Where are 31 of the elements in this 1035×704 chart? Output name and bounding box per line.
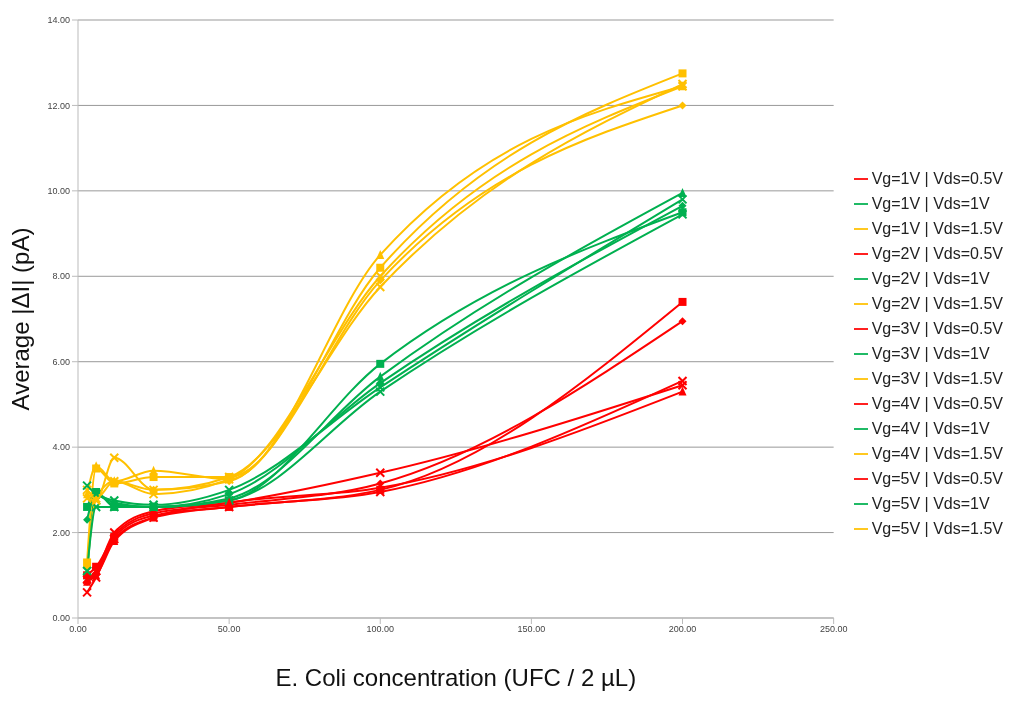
legend-label: Vg=4V | Vds=0.5V [871, 394, 1003, 412]
legend-label: Vg=1V | Vds=1V [871, 194, 990, 212]
legend-label: Vg=5V | Vds=1.5V [871, 519, 1003, 537]
y-axis-title: Average |ΔI| (pA) [6, 227, 34, 411]
legend-label: Vg=5V | Vds=1V [871, 494, 990, 512]
legend-label: Vg=4V | Vds=1.5V [871, 444, 1003, 462]
y-tick-label: 8.00 [52, 271, 70, 282]
legend-label: Vg=3V | Vds=1V [871, 344, 990, 362]
legend-label: Vg=2V | Vds=1V [871, 269, 990, 287]
legend-label: Vg=3V | Vds=1.5V [871, 369, 1003, 387]
legend-label: Vg=3V | Vds=0.5V [871, 319, 1003, 337]
x-tick-label: 200.00 [668, 624, 697, 635]
x-axis-title: E. Coli concentration (UFC / 2 µL) [275, 664, 637, 691]
x-tick-label: 50.00 [217, 624, 241, 635]
legend-label: Vg=1V | Vds=0.5V [871, 169, 1003, 187]
y-tick-label: 10.00 [47, 186, 70, 197]
y-tick-label: 6.00 [52, 356, 70, 367]
legend-label: Vg=2V | Vds=1.5V [871, 294, 1003, 312]
x-tick-label: 0.00 [69, 624, 87, 635]
legend-label: Vg=1V | Vds=1.5V [871, 219, 1003, 237]
y-tick-label: 12.00 [47, 100, 70, 111]
y-tick-label: 14.00 [47, 15, 70, 26]
x-tick-label: 100.00 [366, 624, 395, 635]
y-tick-label: 0.00 [52, 613, 70, 624]
legend-label: Vg=4V | Vds=1V [871, 419, 990, 437]
y-tick-label: 4.00 [52, 442, 70, 453]
legend-label: Vg=2V | Vds=0.5V [871, 244, 1003, 262]
legend-label: Vg=5V | Vds=0.5V [871, 469, 1003, 487]
x-tick-label: 150.00 [517, 624, 546, 635]
y-tick-label: 2.00 [52, 527, 70, 538]
x-tick-label: 250.00 [819, 624, 848, 635]
